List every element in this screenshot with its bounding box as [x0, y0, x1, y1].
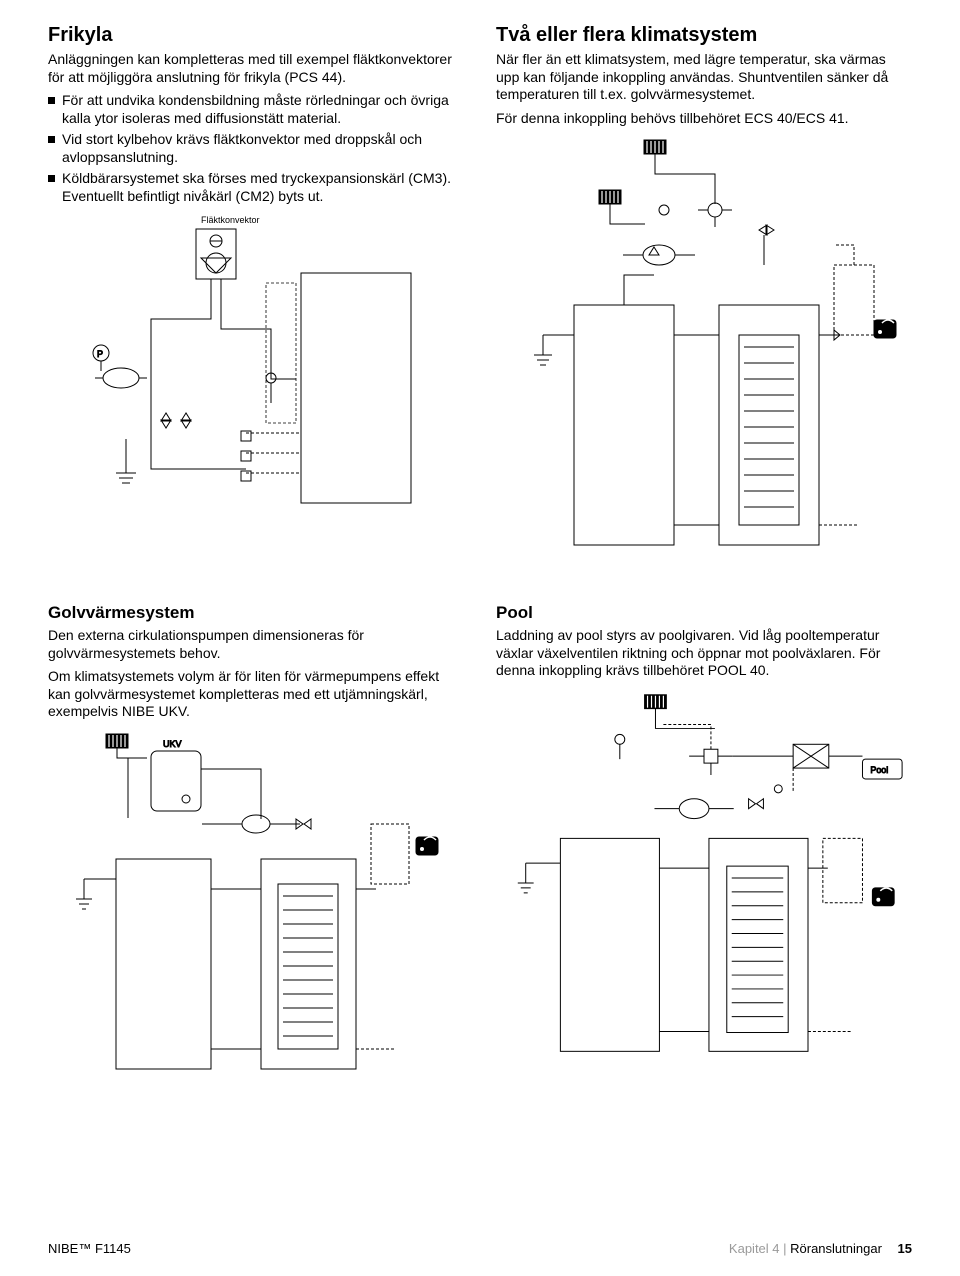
frikyla-bullet-1: För att undvika kondensbildning måste rö…	[48, 92, 464, 127]
frikyla-diagram: Fläktkonvektor	[48, 213, 464, 513]
golvvarme-diagram: UKV	[48, 729, 464, 1089]
lower-columns: Golvvärmesystem Den externa cirkulations…	[48, 603, 912, 1105]
klimatsystem-body2: För denna inkoppling behövs tillbehöret …	[496, 110, 912, 128]
upper-columns: Frikyla Anläggningen kan kompletteras me…	[48, 24, 912, 591]
pool-title: Pool	[496, 603, 912, 623]
footer-right: Kapitel 4 | Röranslutningar 15	[729, 1241, 912, 1256]
p-label: P	[97, 349, 103, 359]
klimatsystem-diagram	[496, 135, 912, 575]
klimatsystem-body1: När fler än ett klimatsystem, med lägre …	[496, 51, 912, 104]
footer: NIBE™ F1145 Kapitel 4 | Röranslutningar …	[48, 1241, 912, 1256]
frikyla-bullets: För att undvika kondensbildning måste rö…	[48, 92, 464, 205]
frikyla-intro: Anläggningen kan kompletteras med till e…	[48, 51, 464, 86]
pool-body: Laddning av pool styrs av poolgivaren. V…	[496, 627, 912, 680]
footer-chapter: Röranslutningar	[787, 1241, 882, 1256]
footer-left: NIBE™ F1145	[48, 1241, 131, 1256]
footer-page: 15	[898, 1241, 912, 1256]
col-pool: Pool Laddning av pool styrs av poolgivar…	[496, 603, 912, 1105]
fan-label: Fläktkonvektor	[201, 215, 260, 225]
col-golvvarme: Golvvärmesystem Den externa cirkulations…	[48, 603, 464, 1105]
pool-diagram: Pool	[496, 688, 912, 1068]
golvvarme-body1: Den externa cirkulationspumpen dimension…	[48, 627, 464, 662]
pool-label: Pool	[870, 765, 888, 775]
klimatsystem-title: Två eller flera klimatsystem	[496, 24, 912, 47]
golvvarme-body2: Om klimatsystemets volym är för liten fö…	[48, 668, 464, 721]
golvvarme-title: Golvvärmesystem	[48, 603, 464, 623]
frikyla-title: Frikyla	[48, 24, 464, 47]
frikyla-bullet-3: Köldbärarsystemet ska förses med tryckex…	[48, 170, 464, 205]
footer-chapter-grey: Kapitel 4 |	[729, 1241, 787, 1256]
col-klimatsystem: Två eller flera klimatsystem När fler än…	[496, 24, 912, 591]
col-frikyla: Frikyla Anläggningen kan kompletteras me…	[48, 24, 464, 591]
page: Frikyla Anläggningen kan kompletteras me…	[0, 0, 960, 1276]
frikyla-bullet-2: Vid stort kylbehov krävs fläktkonvektor …	[48, 131, 464, 166]
ukv-label: UKV	[163, 739, 182, 749]
